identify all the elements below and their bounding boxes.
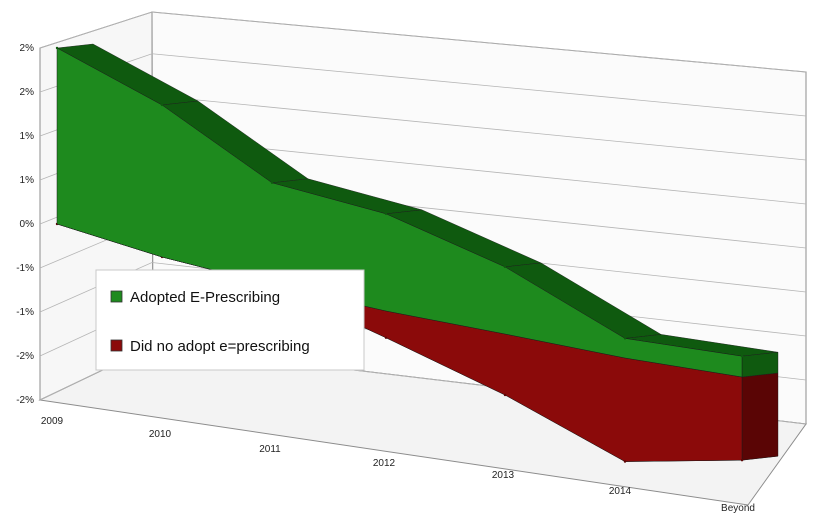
y-tick-label: -2% xyxy=(16,351,34,362)
series-adopted xyxy=(55,43,779,378)
red-data-point xyxy=(623,460,627,463)
x-tick-label: Beyond xyxy=(721,503,755,514)
red-data-point xyxy=(503,393,507,397)
y-tick-label: -1% xyxy=(16,307,34,318)
legend: Adopted E-Prescribing Did no adopt e=pre… xyxy=(95,269,365,371)
gridline xyxy=(39,11,807,73)
green-data-point xyxy=(270,181,274,184)
green-data-point xyxy=(55,46,59,50)
green-data-point xyxy=(160,103,164,107)
x-tick-label: 2013 xyxy=(492,470,515,481)
x-tick-label: 2012 xyxy=(373,458,396,469)
green-data-point xyxy=(623,337,627,340)
legend-box xyxy=(95,269,365,371)
green-data-point xyxy=(740,355,744,358)
x-tick-label: 2014 xyxy=(609,486,632,497)
y-tick-label: 1% xyxy=(20,175,35,186)
y-tick-label: 2% xyxy=(20,87,35,98)
y-tick-label: 2% xyxy=(20,43,35,54)
red-side-face xyxy=(741,372,779,461)
green-data-point xyxy=(384,212,388,216)
legend-label-did-not-adopt: Did no adopt e=prescribing xyxy=(130,338,310,355)
y-tick-label: -1% xyxy=(16,263,34,274)
red-data-point xyxy=(384,336,388,339)
red-data-point xyxy=(740,459,744,462)
green-data-point xyxy=(503,265,507,269)
legend-swatch-adopted xyxy=(110,290,123,303)
legend-label-adopted: Adopted E-Prescribing xyxy=(130,289,280,306)
y-tick-label: 1% xyxy=(20,131,35,142)
x-tick-label: 2010 xyxy=(149,429,172,440)
y-tick-label: -2% xyxy=(16,395,34,406)
x-tick-label: 2009 xyxy=(41,416,64,427)
green-side-face xyxy=(741,351,779,378)
y-axis-tick-labels: 2% 2% 1% 1% 0% -1% -1% -2% -2% xyxy=(16,43,34,406)
x-tick-label: 2011 xyxy=(259,444,281,455)
legend-swatch-did-not-adopt xyxy=(110,339,123,352)
x-axis-tick-labels: 2009 2010 2011 2012 2013 2014 Beyond xyxy=(41,416,755,514)
y-tick-label: 0% xyxy=(20,219,35,230)
